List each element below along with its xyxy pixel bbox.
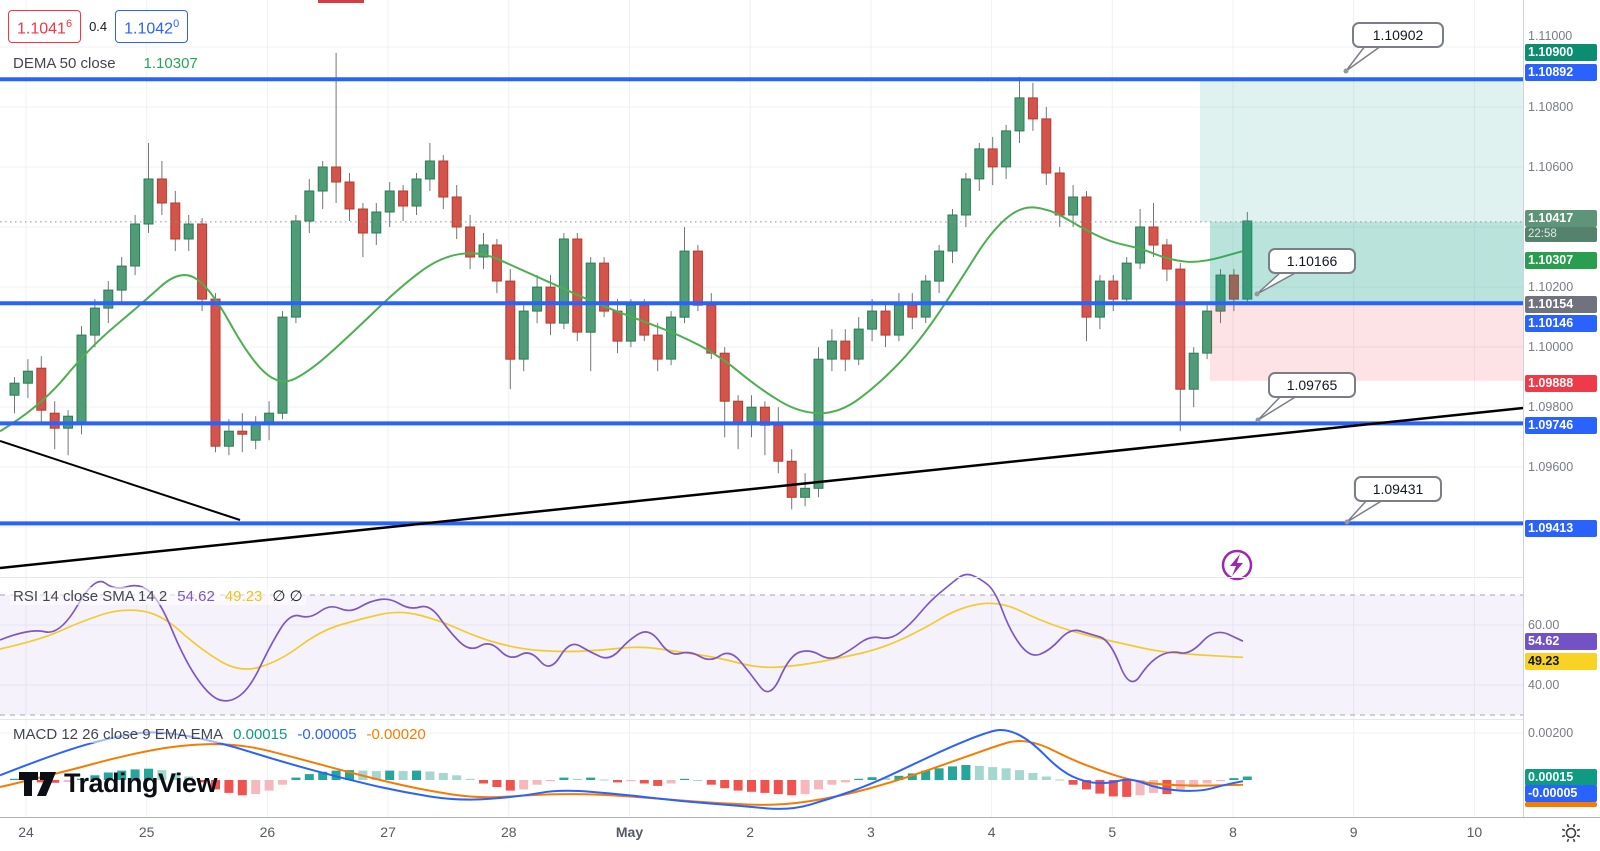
- flash-icon[interactable]: [1221, 549, 1253, 581]
- price-axis-border: [1523, 0, 1524, 817]
- trendline[interactable]: [0, 406, 1524, 570]
- pane-divider[interactable]: [0, 577, 1523, 578]
- macd-signal-value: -0.00020: [366, 726, 426, 743]
- macd-hist-value: 0.00015: [233, 726, 288, 743]
- position-zone[interactable]: [1200, 79, 1523, 222]
- macd-signal-line[interactable]: [0, 740, 1244, 806]
- ask-price: 1.1042: [124, 20, 174, 38]
- rsi-value: 54.62: [177, 588, 215, 605]
- position-zone[interactable]: [1210, 303, 1523, 381]
- bid-price: 1.1041: [17, 20, 66, 38]
- tradingview-logo-text: TradingView: [64, 768, 218, 798]
- dema-line[interactable]: [0, 206, 1244, 433]
- position-zone[interactable]: [1210, 221, 1523, 304]
- pane-divider[interactable]: [0, 719, 1523, 720]
- rsi-legend-title: RSI 14 close SMA 14 2: [13, 588, 168, 605]
- dema-legend-value: 1.10307: [143, 55, 198, 72]
- dema-legend-title: DEMA 50 close: [13, 55, 116, 72]
- bid-price-sup: 6: [65, 18, 73, 30]
- ask-price-button[interactable]: 1.10420: [115, 10, 189, 44]
- rsi-extra-glyphs: ∅ ∅: [272, 588, 303, 605]
- tradingview-logo-icon: [19, 771, 56, 796]
- macd-legend[interactable]: MACD 12 26 close 9 EMA EMA 0.00015 -0.00…: [10, 726, 429, 743]
- rsi-line[interactable]: [0, 573, 1244, 702]
- rsi-sma-line[interactable]: [0, 602, 1244, 670]
- trendline[interactable]: [0, 440, 241, 521]
- clipped-red-element: [318, 0, 364, 3]
- macd-histogram: [10, 765, 1252, 797]
- gear-icon[interactable]: [1561, 823, 1581, 843]
- spread-value: 0.4: [89, 19, 108, 35]
- ask-price-sup: 0: [173, 18, 180, 30]
- rsi-legend[interactable]: RSI 14 close SMA 14 2 54.62 49.23 ∅ ∅: [10, 587, 306, 605]
- candles-layer: [9, 52, 1253, 510]
- macd-legend-title: MACD 12 26 close 9 EMA EMA: [13, 726, 224, 743]
- quote-panel: 1.10416 0.4 1.10420: [8, 10, 189, 44]
- tradingview-logo[interactable]: TradingView: [18, 768, 218, 799]
- rsi-sma-value: 49.23: [224, 588, 263, 605]
- time-axis-border: [0, 817, 1600, 818]
- bid-price-button[interactable]: 1.10416: [8, 10, 82, 44]
- macd-line-value: -0.00005: [297, 726, 357, 743]
- macd-line[interactable]: [0, 728, 1244, 810]
- dema-legend[interactable]: DEMA 50 close 1.10307: [10, 55, 201, 72]
